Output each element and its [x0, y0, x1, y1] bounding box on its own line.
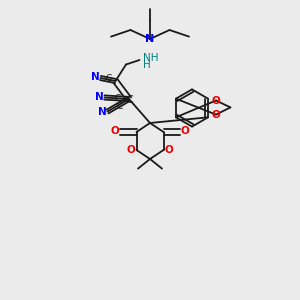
Text: N: N [91, 71, 100, 82]
Text: O: O [164, 145, 173, 155]
Text: O: O [127, 145, 136, 155]
Text: C: C [127, 95, 134, 105]
Text: N: N [95, 92, 104, 103]
Text: H: H [142, 60, 150, 70]
Text: C: C [115, 94, 121, 103]
Text: O: O [111, 126, 120, 136]
Text: N: N [98, 107, 107, 117]
Text: N: N [146, 34, 154, 44]
Text: NH: NH [142, 53, 158, 63]
Text: O: O [180, 126, 189, 136]
Text: C: C [106, 74, 112, 83]
Text: O: O [212, 95, 220, 106]
Text: C: C [117, 102, 123, 111]
Text: O: O [212, 110, 220, 120]
